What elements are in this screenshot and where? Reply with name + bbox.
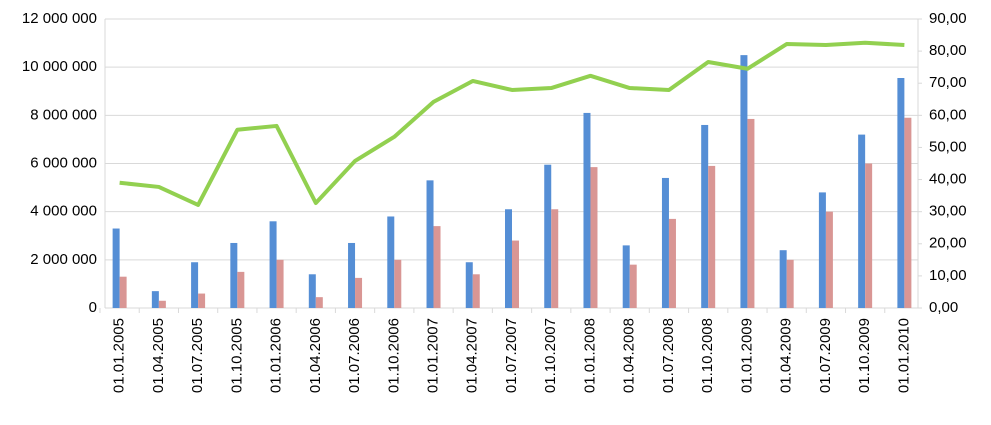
- y-tick-label: 8 000 000: [30, 106, 97, 123]
- x-tick-label: 01.01.2010: [895, 318, 912, 393]
- x-tick-label: 01.04.2009: [778, 318, 795, 393]
- y2-tick-label: 40,00: [929, 171, 967, 188]
- x-tick-label: 01.07.2006: [346, 318, 363, 393]
- y-tick-label: 0: [89, 299, 97, 316]
- bar: [308, 274, 316, 308]
- bar: [112, 228, 120, 308]
- y2-tick-label: 10,00: [929, 267, 967, 284]
- x-tick-label: 01.10.2006: [385, 318, 402, 393]
- y2-tick-label: 70,00: [929, 74, 967, 91]
- y-tick-label: 6 000 000: [30, 154, 97, 171]
- y2-tick-label: 50,00: [929, 138, 967, 155]
- x-tick-label: 01.01.2006: [268, 318, 285, 393]
- bar: [355, 277, 363, 308]
- bar: [897, 78, 905, 308]
- bar: [472, 274, 480, 308]
- bar: [786, 259, 794, 308]
- x-tick-label: 01.07.2007: [503, 318, 520, 393]
- bar: [269, 221, 277, 308]
- y-tick-label: 10 000 000: [22, 58, 97, 75]
- bar: [779, 250, 787, 308]
- x-tick-label: 01.01.2008: [581, 318, 598, 393]
- bar: [433, 226, 441, 308]
- x-tick-label: 01.01.2005: [111, 318, 128, 393]
- bar: [237, 271, 245, 308]
- bar: [818, 192, 826, 308]
- bar: [198, 293, 206, 308]
- bar: [629, 264, 637, 308]
- bar: [394, 259, 402, 308]
- y2-tick-label: 80,00: [929, 42, 967, 59]
- y2-tick-label: 20,00: [929, 235, 967, 252]
- bar: [465, 262, 473, 308]
- x-tick-label: 01.04.2008: [621, 318, 638, 393]
- x-tick-label: 01.10.2009: [856, 318, 873, 393]
- y2-tick-label: 30,00: [929, 203, 967, 220]
- bar: [825, 211, 833, 308]
- x-tick-label: 01.07.2005: [189, 318, 206, 393]
- bar: [348, 242, 356, 308]
- x-tick-label: 01.10.2005: [228, 318, 245, 393]
- bar: [747, 118, 755, 308]
- bar: [276, 259, 284, 308]
- bar: [865, 163, 873, 308]
- bar: [387, 216, 395, 308]
- line: [119, 40, 905, 207]
- y2-tick-label: 60,00: [929, 106, 967, 123]
- bar: [158, 300, 166, 308]
- bar: [191, 262, 199, 308]
- y2-tick-label: 90,00: [929, 10, 967, 27]
- x-tick-label: 01.04.2005: [150, 318, 167, 393]
- bar: [904, 117, 912, 308]
- x-tick-label: 01.01.2007: [424, 318, 441, 393]
- y-tick-label: 2 000 000: [30, 251, 97, 268]
- x-tick-label: 01.04.2006: [307, 318, 324, 393]
- bar: [668, 218, 676, 308]
- x-tick-label: 01.04.2007: [464, 318, 481, 393]
- bar: [544, 164, 552, 308]
- bar: [315, 297, 323, 308]
- bar: [661, 177, 669, 308]
- x-tick-label: 01.10.2008: [699, 318, 716, 393]
- bar: [119, 276, 127, 308]
- bar: [590, 167, 598, 308]
- bar: [230, 242, 238, 308]
- y-tick-label: 12 000 000: [22, 10, 97, 27]
- bar: [505, 209, 512, 308]
- bar: [151, 291, 159, 308]
- bar: [426, 180, 434, 308]
- x-tick-label: 01.07.2008: [660, 318, 677, 393]
- bar: [622, 245, 630, 308]
- bar: [512, 240, 519, 308]
- y2-tick-label: 0,00: [929, 299, 958, 316]
- bar: [701, 124, 709, 308]
- bar: [551, 209, 559, 308]
- bar: [858, 134, 866, 308]
- y-tick-label: 4 000 000: [30, 203, 97, 220]
- bar: [583, 112, 591, 308]
- bar: [740, 55, 748, 308]
- x-tick-label: 01.01.2009: [738, 318, 755, 393]
- x-tick-label: 01.07.2009: [817, 318, 834, 393]
- x-tick-label: 01.10.2007: [542, 318, 559, 393]
- bar: [708, 165, 716, 308]
